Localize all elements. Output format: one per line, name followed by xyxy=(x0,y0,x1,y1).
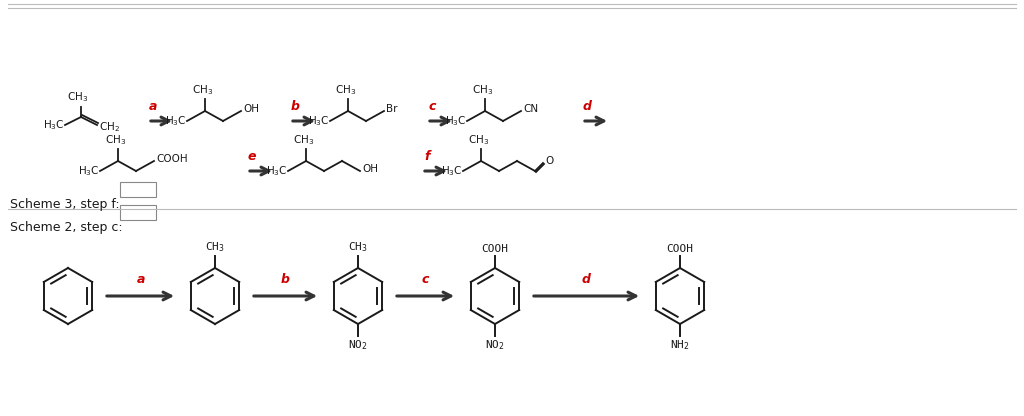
Text: CH$_3$: CH$_3$ xyxy=(336,83,356,97)
Text: Scheme 2, step c:: Scheme 2, step c: xyxy=(10,221,123,234)
Text: CH$_3$: CH$_3$ xyxy=(205,240,225,254)
Text: H$_3$C: H$_3$C xyxy=(43,118,65,132)
Text: CH$_3$: CH$_3$ xyxy=(468,133,489,147)
Text: CH$_3$: CH$_3$ xyxy=(348,240,368,254)
Text: H$_3$C: H$_3$C xyxy=(445,114,467,128)
Text: O: O xyxy=(545,156,553,166)
Text: e: e xyxy=(248,150,256,163)
Text: COOH: COOH xyxy=(481,244,509,254)
Bar xyxy=(120,205,156,220)
Text: a: a xyxy=(148,100,158,113)
Text: a: a xyxy=(136,273,144,286)
Text: b: b xyxy=(291,100,299,113)
Text: OH: OH xyxy=(243,104,259,114)
Text: d: d xyxy=(583,100,592,113)
Text: c: c xyxy=(422,273,429,286)
Text: f: f xyxy=(424,150,430,163)
Text: b: b xyxy=(281,273,290,286)
Text: Br: Br xyxy=(386,104,397,114)
Bar xyxy=(120,182,156,197)
Text: H$_3$C: H$_3$C xyxy=(266,164,288,178)
Text: NO$_2$: NO$_2$ xyxy=(348,338,368,352)
Text: c: c xyxy=(428,100,435,113)
Text: COOH: COOH xyxy=(156,154,187,164)
Text: CH$_3$: CH$_3$ xyxy=(105,133,127,147)
Text: d: d xyxy=(582,273,591,286)
Text: COOH: COOH xyxy=(667,244,693,254)
Text: CH$_2$: CH$_2$ xyxy=(99,120,120,134)
Text: CH$_3$: CH$_3$ xyxy=(294,133,314,147)
Text: CN: CN xyxy=(523,104,539,114)
Text: NH$_2$: NH$_2$ xyxy=(670,338,690,352)
Text: Scheme 3, step f:: Scheme 3, step f: xyxy=(10,198,120,211)
Text: CH$_3$: CH$_3$ xyxy=(193,83,214,97)
Text: CH$_3$: CH$_3$ xyxy=(472,83,494,97)
Text: H$_3$C: H$_3$C xyxy=(308,114,330,128)
Text: H$_3$C: H$_3$C xyxy=(79,164,100,178)
Text: CH$_3$: CH$_3$ xyxy=(68,90,89,104)
Text: H$_3$C: H$_3$C xyxy=(441,164,463,178)
Text: H$_3$C: H$_3$C xyxy=(166,114,187,128)
Text: NO$_2$: NO$_2$ xyxy=(485,338,505,352)
Text: OH: OH xyxy=(362,164,378,174)
